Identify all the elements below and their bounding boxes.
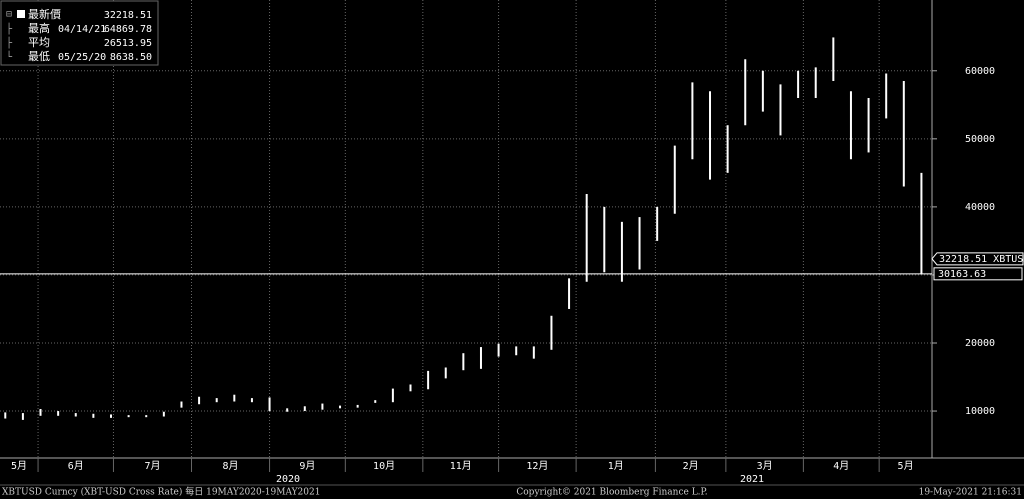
x-tick-label: 5月 [11,460,27,472]
stat-date: 04/14/21 [58,24,106,35]
legend-icon: └ [6,50,13,63]
stat-label: 平均 [28,36,50,49]
legend: ⊟ ├ ├ └ 最新價 32218.51 最高 04/14/21 64869.7… [0,0,159,66]
year-label: 2021 [740,474,764,485]
stat-value: 64869.78 [104,24,152,35]
stat-label: 最低 [28,50,50,63]
x-tick-label: 4月 [833,460,849,472]
stat-value: 26513.95 [104,38,152,49]
grid [0,0,932,458]
stat-label: 最高 [28,21,50,35]
x-tick-label: 8月 [223,460,239,472]
x-tick-label: 12月 [526,460,548,472]
footer-copyright: Copyright© 2021 Bloomberg Finance L.P. [516,488,707,498]
y-tick-label: 40000 [965,202,995,213]
legend-icon: ├ [6,22,13,35]
x-tick-label: 5月 [898,460,914,472]
legend-icon: ⊟ [6,9,12,20]
y-tick-label: 50000 [965,134,995,145]
stat-value: 32218.51 [104,10,152,21]
y-tick-label: 10000 [965,406,995,417]
legend-icon: ├ [6,36,13,49]
x-tick-label: 6月 [68,460,84,472]
stat-label: 最新價 [28,7,61,21]
reference-label-box [933,267,1023,281]
x-tick-label: 10月 [373,460,395,472]
x-tick-label: 3月 [757,460,773,472]
stat-date: 05/25/20 [58,52,106,63]
price-bars [4,37,923,420]
legend-swatch [17,10,25,18]
stat-value: 8638.50 [110,52,152,63]
y-tick-label: 60000 [965,66,995,77]
reference-label: 30163.63 [938,269,986,280]
legend-box [0,0,159,66]
last-price-marker [931,252,1024,266]
x-tick-label: 7月 [144,460,160,472]
x-tick-label: 1月 [608,460,624,472]
year-label: 2020 [276,474,300,485]
y-tick-label: 20000 [965,338,995,349]
footer-timestamp: 19-May-2021 21:16:31 [919,488,1022,498]
x-tick-label: 9月 [299,460,315,472]
x-tick-label: 2月 [683,460,699,472]
footer-source: XBTUSD Curncy (XBT-USD Cross Rate) 每日 19… [2,486,320,498]
last-price-label: 32218.51 XBTUSD [939,254,1024,265]
x-tick-label: 11月 [450,460,472,472]
